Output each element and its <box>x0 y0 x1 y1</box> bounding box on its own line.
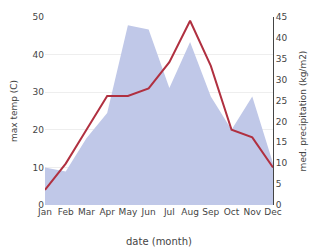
svg-text:Nov: Nov <box>243 207 261 217</box>
svg-text:0: 0 <box>276 200 282 210</box>
svg-text:15: 15 <box>276 137 287 147</box>
svg-text:30: 30 <box>33 87 45 97</box>
svg-text:date (month): date (month) <box>126 236 192 247</box>
svg-text:35: 35 <box>276 54 287 64</box>
svg-text:May: May <box>119 207 138 217</box>
svg-text:Sep: Sep <box>202 207 219 217</box>
svg-text:30: 30 <box>276 75 288 85</box>
svg-text:5: 5 <box>276 179 282 189</box>
svg-text:Dec: Dec <box>264 207 281 217</box>
svg-text:0: 0 <box>38 200 44 210</box>
svg-text:20: 20 <box>276 117 288 127</box>
svg-text:40: 40 <box>33 50 45 60</box>
svg-text:50: 50 <box>33 12 45 22</box>
svg-text:max temp (C): max temp (C) <box>9 80 19 142</box>
svg-text:Jun: Jun <box>141 207 156 217</box>
svg-text:Jul: Jul <box>163 207 175 217</box>
svg-text:Feb: Feb <box>58 207 74 217</box>
svg-text:Oct: Oct <box>224 207 240 217</box>
svg-text:med. precipitation (kg/m2): med. precipitation (kg/m2) <box>298 51 308 172</box>
svg-text:40: 40 <box>276 33 288 43</box>
svg-text:25: 25 <box>276 96 287 106</box>
svg-text:Mar: Mar <box>78 207 95 217</box>
svg-text:10: 10 <box>276 158 288 168</box>
svg-text:10: 10 <box>33 163 45 173</box>
svg-text:Aug: Aug <box>181 207 199 217</box>
svg-text:Apr: Apr <box>99 207 115 217</box>
svg-text:Jan: Jan <box>37 207 52 217</box>
svg-text:20: 20 <box>33 125 45 135</box>
svg-text:45: 45 <box>276 12 287 22</box>
